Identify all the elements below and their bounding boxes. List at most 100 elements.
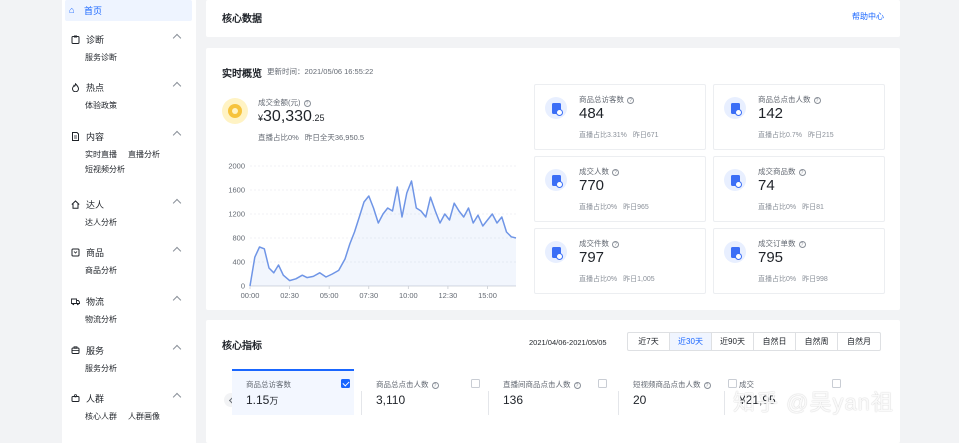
visitor-icon [545, 97, 567, 119]
divider [361, 391, 362, 415]
sidebar-item-service-analysis[interactable]: 服务分析 [85, 364, 117, 373]
help-icon[interactable]: ? [703, 381, 711, 389]
sidebar-item-logistics-analysis[interactable]: 物流分析 [85, 315, 117, 324]
core-metric[interactable]: 成交 ¥21,95 [724, 371, 845, 417]
sidebar-item-product-analysis[interactable]: 商品分析 [85, 266, 117, 275]
tile-compare: 直播占比0% 昨日1,005 [579, 276, 655, 283]
help-icon[interactable]: ? [303, 99, 311, 107]
core-data-header: 核心数据 帮助中心 [206, 0, 900, 37]
sidebar-group-header[interactable]: 服务 [62, 343, 196, 357]
period-selector: 近7天 近30天 近90天 自然日 自然周 自然月 [627, 332, 881, 351]
metric-label: 成交 [739, 380, 754, 389]
metric-tile[interactable]: 成交件数? 797 直播占比0% 昨日1,005 [534, 228, 706, 294]
help-icon[interactable]: ? [813, 96, 821, 104]
sidebar-item-short-video[interactable]: 短视频分析 [85, 165, 125, 174]
home-icon [71, 199, 80, 209]
period-tab[interactable]: 自然日 [754, 333, 796, 350]
period-tab[interactable]: 近7天 [628, 333, 670, 350]
metric-tile[interactable]: 成交商品数? 74 直播占比0% 昨日81 [713, 156, 885, 222]
period-tab[interactable]: 近30天 [670, 333, 712, 350]
metric-tile[interactable]: 成交订单数? 795 直播占比0% 昨日998 [713, 228, 885, 294]
sidebar-group-header[interactable]: 人群 [62, 391, 196, 405]
watermark: 知乎 @吴yan祖 [733, 390, 894, 415]
help-icon[interactable]: ? [798, 240, 806, 248]
chevron-up-icon[interactable] [172, 295, 182, 305]
metric-tile[interactable]: 商品总点击人数? 142 直播占比0.7% 昨日215 [713, 84, 885, 150]
metric-checkbox[interactable] [471, 379, 480, 388]
core-metric[interactable]: 商品总点击人数? 3,110 [361, 371, 484, 417]
sidebar-group-header[interactable]: 诊断 [62, 32, 196, 46]
sidebar-group-header[interactable]: 内容 [62, 129, 196, 143]
realtime-overview-card: 实时概览 更新时间：2021/05/06 16:55:22 成交金额(元)? ¥… [206, 48, 900, 310]
core-metric[interactable]: 短视频商品点击人数? 20 [618, 371, 741, 417]
sidebar-group-header[interactable]: 物流 [62, 294, 196, 308]
metric-checkbox[interactable] [341, 379, 350, 388]
metric-tile[interactable]: 成交人数? 770 直播占比0% 昨日965 [534, 156, 706, 222]
coin-icon [222, 98, 248, 124]
tile-value: 795 [758, 249, 784, 266]
metric-tile[interactable]: 商品总访客数? 484 直播占比3.31% 昨日671 [534, 84, 706, 150]
document-icon [71, 131, 80, 141]
metric-label: 直播间商品点击人数? [503, 379, 581, 390]
chevron-up-icon[interactable] [172, 130, 182, 140]
core-metric[interactable]: 商品总访客数 1.15万 [232, 369, 354, 415]
sidebar-group-header[interactable]: 商品 [62, 245, 196, 259]
sidebar-group-title: 热点 [86, 82, 105, 93]
chevron-up-icon[interactable] [172, 344, 182, 354]
sidebar-group-title: 服务 [86, 345, 105, 356]
chevron-up-icon[interactable] [172, 198, 182, 208]
sidebar-group-header[interactable]: 热点 [62, 80, 196, 94]
box-icon [71, 248, 80, 257]
sidebar-group-talent: 达人 达人分析 [62, 197, 196, 228]
sidebar-group-header[interactable]: 达人 [62, 197, 196, 211]
metric-label: 商品总点击人数? [376, 379, 439, 390]
sidebar-item-live-analysis[interactable]: 直播分析 [128, 150, 160, 159]
tile-label: 商品总访客数? [579, 94, 634, 105]
update-time: 更新时间：2021/05/06 16:55:22 [267, 67, 374, 76]
y-tick-label: 1600 [228, 186, 245, 195]
click-icon [724, 97, 746, 119]
divider [724, 391, 725, 415]
metric-value: 136 [503, 393, 524, 407]
metric-checkbox[interactable] [832, 379, 841, 388]
sidebar-item-live[interactable]: 实时直播 [85, 150, 117, 159]
metric-value: 3,110 [376, 393, 406, 407]
period-tab[interactable]: 自然月 [847, 337, 871, 346]
help-icon[interactable]: ? [573, 381, 581, 389]
y-tick-label: 400 [232, 258, 245, 267]
x-tick-label: 15:00 [478, 291, 497, 300]
help-icon[interactable]: ? [798, 168, 806, 176]
realtime-gmv-chart: 0 400 800 1200 1600 2000 00:00 02:30 05:00 07:30 1… [228, 162, 517, 300]
sidebar-item-home[interactable]: ⌂ 首页 [65, 0, 192, 21]
help-icon[interactable]: ? [612, 168, 619, 176]
tile-value: 74 [758, 177, 775, 194]
sidebar-item-audience-profile[interactable]: 人群画像 [128, 412, 160, 421]
sidebar-group-title: 商品 [86, 247, 105, 258]
divider [488, 391, 489, 415]
help-icon[interactable]: ? [431, 381, 439, 389]
sidebar-item-talent-analysis[interactable]: 达人分析 [85, 218, 117, 227]
tile-label: 商品总点击人数? [758, 94, 821, 105]
chevron-up-icon[interactable] [172, 246, 182, 256]
sidebar-item-service-diagnosis[interactable]: 服务诊断 [85, 53, 117, 62]
tile-value: 142 [758, 105, 784, 122]
metric-checkbox[interactable] [728, 379, 737, 388]
sidebar-group-content: 内容 实时直播 直播分析 短视频分析 [62, 129, 196, 175]
series-area [250, 181, 516, 286]
metric-value: 1.15万 [246, 393, 279, 407]
chevron-up-icon[interactable] [172, 81, 182, 91]
chevron-up-icon[interactable] [172, 33, 182, 43]
sidebar-item-core-audience[interactable]: 核心人群 [85, 412, 117, 421]
help-center-link[interactable]: 帮助中心 [852, 12, 884, 21]
sidebar: ⌂ 首页 诊断 服务诊断 热点 体验政策 内容 实时直播 直播分析 短视频分析 [62, 0, 196, 443]
sidebar-item-policy[interactable]: 体验政策 [85, 101, 117, 110]
period-tab[interactable]: 自然周 [796, 333, 838, 350]
help-icon[interactable]: ? [612, 240, 619, 248]
core-metrics-card: 核心指标 2021/04/06-2021/05/05 近7天 近30天 近90天 自然… [206, 320, 900, 443]
metric-checkbox[interactable] [598, 379, 607, 388]
period-tab[interactable]: 近90天 [712, 333, 754, 350]
item-icon [545, 241, 567, 263]
help-icon[interactable]: ? [627, 96, 634, 104]
core-metric[interactable]: 直播间商品点击人数? 136 [488, 371, 611, 417]
chevron-up-icon[interactable] [172, 392, 182, 402]
